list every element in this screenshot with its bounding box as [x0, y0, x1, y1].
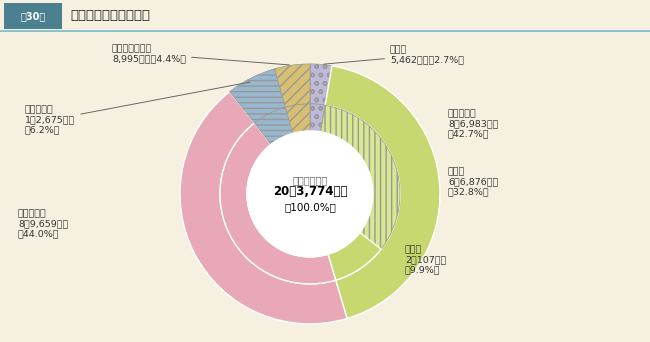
Wedge shape	[325, 66, 440, 318]
Wedge shape	[220, 123, 335, 284]
Wedge shape	[320, 105, 400, 249]
Text: 固定資産税
8兆9,659億円
（44.0%）: 固定資産税 8兆9,659億円 （44.0%）	[18, 209, 68, 239]
Text: 20兆3,774億円: 20兆3,774億円	[273, 185, 347, 198]
Wedge shape	[180, 92, 347, 324]
Wedge shape	[285, 104, 310, 133]
Wedge shape	[254, 107, 292, 144]
Circle shape	[247, 131, 373, 257]
Text: 市町村民税
8兆6,983億円
（42.7%）: 市町村民税 8兆6,983億円 （42.7%）	[448, 109, 499, 139]
Text: 個人分
6兆6,876億円
（32.8%）: 個人分 6兆6,876億円 （32.8%）	[448, 167, 499, 197]
Wedge shape	[274, 64, 310, 107]
Text: 法人分
2兆107億円
（9.9%）: 法人分 2兆107億円 （9.9%）	[405, 245, 447, 275]
Text: （100.0%）: （100.0%）	[284, 202, 336, 212]
Wedge shape	[328, 233, 381, 280]
Wedge shape	[310, 64, 332, 105]
Text: 市町村たばこ税
8,995億円（4.4%）: 市町村たばこ税 8,995億円（4.4%）	[112, 44, 289, 65]
FancyBboxPatch shape	[4, 3, 62, 29]
Text: 市町村税総額: 市町村税総額	[292, 175, 328, 185]
Wedge shape	[229, 69, 285, 123]
Text: 第30図: 第30図	[20, 11, 46, 21]
Wedge shape	[310, 104, 325, 132]
Text: その他
5,462億円（2.7%）: その他 5,462億円（2.7%）	[324, 45, 464, 65]
Text: 都市計画税
1兆2,675億円
（6.2%）: 都市計画税 1兆2,675億円 （6.2%）	[25, 82, 250, 135]
Text: 市町村税収入額の状況: 市町村税収入額の状況	[70, 9, 150, 23]
